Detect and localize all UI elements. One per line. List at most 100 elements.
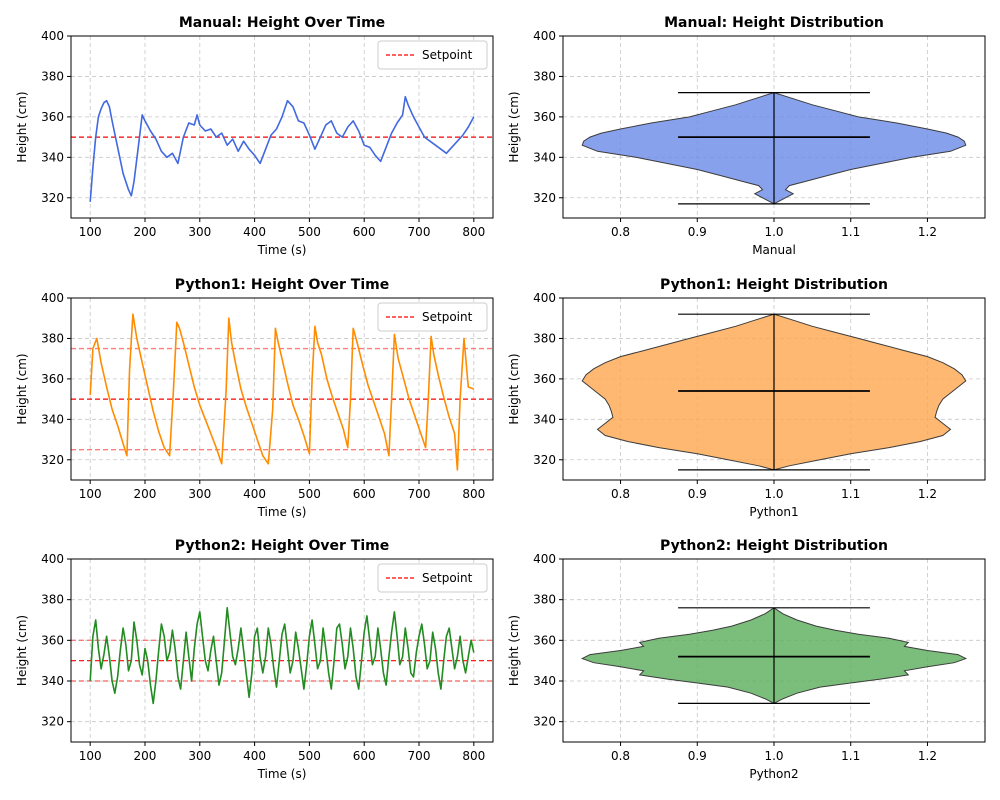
legend-box <box>377 302 488 332</box>
legend: Setpoint <box>377 40 488 70</box>
x-tick-label: 1.1 <box>841 225 860 239</box>
x-tick-label: 0.8 <box>611 225 630 239</box>
x-tick-label: 300 <box>188 225 211 239</box>
x-tick-label: 800 <box>462 487 485 501</box>
chart-panel-5: 100 200 300 400 500 600 700 800 320 340 360 380 400 P… <box>15 538 494 781</box>
y-tick-label: 360 <box>41 110 64 124</box>
x-tick-label: 500 <box>298 225 321 239</box>
y-tick-label: 380 <box>533 593 556 607</box>
x-tick-label: 0.8 <box>611 749 630 763</box>
series-line <box>89 95 475 202</box>
chart-panel-4: 0.8 0.9 1.0 1.1 1.2 320 340 360 380 400 Python1: H… <box>507 277 986 519</box>
y-tick-label: 380 <box>41 69 64 83</box>
y-tick-label: 340 <box>533 674 556 688</box>
x-tick-label: 1.1 <box>841 487 860 501</box>
axes-frame <box>70 35 494 219</box>
x-tick-label: 0.9 <box>688 225 707 239</box>
legend-label-setpoint: Setpoint <box>422 48 473 62</box>
y-tick-label: 360 <box>533 372 556 386</box>
legend: Setpoint <box>377 563 488 593</box>
x-tick-label: 0.9 <box>688 487 707 501</box>
x-axis-label: Python1 <box>749 505 798 519</box>
y-tick-label: 320 <box>41 453 64 467</box>
legend-label-setpoint: Setpoint <box>422 310 473 324</box>
x-axis-label: Time (s) <box>257 767 307 781</box>
y-tick-label: 320 <box>41 191 64 205</box>
axes-frame <box>70 297 494 481</box>
chart-panel-1: 100 200 300 400 500 600 700 800 320 340 360 380 400 M… <box>15 15 494 257</box>
x-tick-label: 0.9 <box>688 749 707 763</box>
x-tick-label: 400 <box>243 749 266 763</box>
plot-area <box>71 95 493 202</box>
chart-title: Manual: Height Over Time <box>179 15 385 31</box>
y-tick-label: 360 <box>533 110 556 124</box>
x-tick-label: 100 <box>79 749 102 763</box>
y-tick-label: 380 <box>533 331 556 345</box>
x-tick-label: 200 <box>134 225 157 239</box>
x-tick-label: 1.2 <box>918 749 937 763</box>
x-tick-label: 200 <box>134 749 157 763</box>
y-tick-label: 360 <box>41 372 64 386</box>
y-tick-label: 400 <box>533 29 556 43</box>
x-tick-label: 400 <box>243 225 266 239</box>
legend-label-setpoint: Setpoint <box>422 571 473 585</box>
chart-panel-6: 0.8 0.9 1.0 1.1 1.2 320 340 360 380 400 Python2: H… <box>507 538 986 781</box>
x-tick-label: 300 <box>188 487 211 501</box>
x-tick-label: 700 <box>408 487 431 501</box>
plot-area <box>71 313 493 471</box>
axes-frame <box>70 558 494 743</box>
x-tick-label: 1.0 <box>764 487 783 501</box>
chart-title: Python1: Height Over Time <box>175 277 389 293</box>
plot-area <box>580 607 968 704</box>
x-tick-label: 600 <box>353 487 376 501</box>
x-tick-label: 800 <box>462 749 485 763</box>
y-axis-label: Height (cm) <box>15 615 29 686</box>
plot-area <box>71 606 493 705</box>
y-tick-label: 360 <box>533 633 556 647</box>
y-tick-label: 340 <box>41 150 64 164</box>
y-tick-label: 400 <box>41 552 64 566</box>
x-tick-label: 500 <box>298 749 321 763</box>
x-tick-label: 100 <box>79 487 102 501</box>
chart-panel-2: 0.8 0.9 1.0 1.1 1.2 320 340 360 380 400 Manual: He… <box>507 15 986 257</box>
x-tick-label: 1.2 <box>918 487 937 501</box>
x-tick-label: 1.1 <box>841 749 860 763</box>
y-axis-label: Height (cm) <box>507 91 521 162</box>
x-tick-label: 700 <box>408 225 431 239</box>
chart-title: Python2: Height Over Time <box>175 538 389 554</box>
x-tick-label: 600 <box>353 749 376 763</box>
legend-box <box>377 40 488 70</box>
x-tick-label: 600 <box>353 225 376 239</box>
plot-area <box>581 313 967 471</box>
x-tick-label: 1.0 <box>764 749 783 763</box>
x-tick-label: 100 <box>79 225 102 239</box>
y-tick-label: 400 <box>41 291 64 305</box>
y-tick-label: 340 <box>41 674 64 688</box>
y-tick-label: 400 <box>41 29 64 43</box>
plot-area <box>581 92 967 205</box>
x-axis-label: Time (s) <box>257 505 307 519</box>
chart-title: Python2: Height Distribution <box>660 538 888 554</box>
x-axis-label: Manual <box>752 243 796 257</box>
legend: Setpoint <box>377 302 488 332</box>
x-tick-label: 500 <box>298 487 321 501</box>
x-tick-label: 0.8 <box>611 487 630 501</box>
y-tick-label: 320 <box>41 715 64 729</box>
x-tick-label: 700 <box>408 749 431 763</box>
y-tick-label: 400 <box>533 552 556 566</box>
y-axis-label: Height (cm) <box>507 615 521 686</box>
chart-panel-3: 100 200 300 400 500 600 700 800 320 340 360 380 400 P… <box>15 277 494 519</box>
y-tick-label: 340 <box>41 412 64 426</box>
chart-title: Python1: Height Distribution <box>660 277 888 293</box>
y-tick-label: 320 <box>533 715 556 729</box>
x-tick-label: 200 <box>134 487 157 501</box>
y-tick-label: 380 <box>533 69 556 83</box>
y-tick-label: 380 <box>41 331 64 345</box>
x-tick-label: 1.0 <box>764 225 783 239</box>
y-tick-label: 340 <box>533 150 556 164</box>
y-tick-label: 340 <box>533 412 556 426</box>
x-tick-label: 800 <box>462 225 485 239</box>
y-axis-label: Height (cm) <box>15 353 29 424</box>
series-line <box>89 313 475 471</box>
